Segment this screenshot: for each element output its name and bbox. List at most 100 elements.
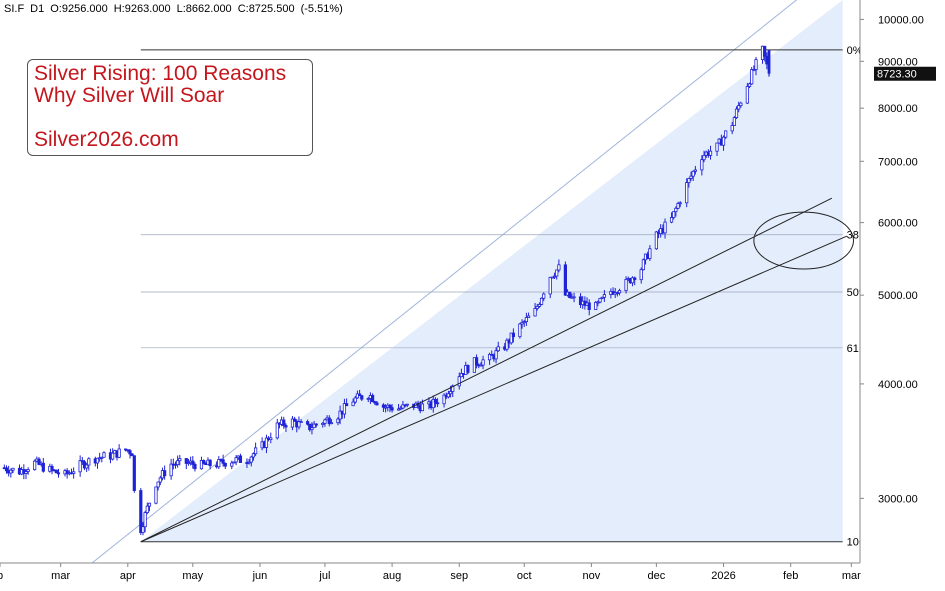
candle-body [563, 264, 567, 296]
candle-body [366, 398, 370, 400]
candle-body [102, 452, 106, 458]
candle-body [208, 459, 212, 467]
candle-body [232, 461, 236, 464]
candle-body [156, 481, 160, 488]
close-value: C:8725.500 [237, 3, 295, 15]
candle-body [678, 202, 682, 205]
candle-body [299, 421, 303, 423]
candle-body [526, 315, 531, 318]
candle-body [494, 350, 498, 360]
candle-body [587, 302, 591, 310]
candle-body [548, 276, 552, 295]
candle-body [433, 398, 438, 404]
fib-level-label: 50% [847, 287, 869, 299]
y-tick-label: 6000.00 [878, 218, 918, 230]
candle-body [539, 297, 544, 305]
candle-body [435, 402, 440, 405]
candle-body [282, 419, 286, 426]
current-price-label: 8723.30 [877, 69, 917, 81]
candle-body [555, 269, 559, 277]
candle-body [596, 301, 600, 304]
promo-site-link[interactable]: Silver2026.com [34, 128, 179, 151]
candle-body [511, 332, 516, 338]
candle-body [552, 275, 557, 278]
candle-body [130, 453, 134, 457]
candle-body [264, 437, 269, 448]
candle-body [87, 458, 91, 466]
candle-body [338, 410, 342, 420]
candle-body [448, 391, 453, 395]
candle-body [312, 423, 316, 429]
candle-body [178, 458, 182, 462]
candle-body [4, 467, 9, 472]
x-tick-label: sep [450, 570, 468, 582]
x-tick-label: nov [583, 570, 601, 582]
candle-body [518, 323, 522, 338]
trendline [140, 235, 848, 543]
candle-body [557, 264, 561, 271]
x-tick-label: apr [120, 570, 136, 582]
y-tick-label: 7000.00 [878, 156, 918, 168]
candle-body [117, 448, 121, 458]
candle-body [459, 373, 464, 378]
candle-body [128, 450, 132, 455]
candle-body [191, 460, 195, 465]
candle-body [542, 293, 546, 299]
candle-body [193, 464, 197, 470]
candle-body [431, 398, 435, 409]
candle-body [533, 308, 537, 317]
candle-body [457, 376, 461, 387]
candle-body [633, 277, 637, 281]
candle-body [669, 217, 674, 223]
promo-text-box: Silver Rising: 100 Reasons Why Silver Wi… [27, 59, 313, 156]
candle-body [297, 421, 301, 428]
candle-body [750, 69, 754, 85]
candle-body [329, 422, 334, 425]
candle-body [290, 418, 295, 428]
candle-body [674, 207, 678, 213]
x-tick-label: mar [51, 570, 70, 582]
candle-body [405, 403, 409, 406]
candle-body [745, 86, 749, 104]
candle-body [284, 425, 288, 428]
candle-body [323, 419, 327, 424]
high-value: H:9263.000 [113, 3, 171, 15]
y-tick-label: 10000.00 [878, 14, 924, 26]
candle-body [357, 393, 362, 397]
candle-body [390, 407, 394, 411]
candle-body [641, 259, 645, 271]
candle-body [321, 422, 325, 426]
fib-diagonal-line [91, 0, 798, 563]
candle-body [481, 359, 485, 366]
candle-body [186, 462, 191, 465]
candle-body [399, 407, 403, 410]
candle-body [202, 459, 206, 464]
candle-body [139, 490, 143, 533]
x-tick-label: 2026 [711, 570, 735, 582]
candle-body [41, 462, 45, 472]
candle-body [630, 277, 635, 284]
candle-body [95, 457, 100, 464]
candle-body [654, 231, 658, 250]
fib-level-label: 100% [847, 537, 875, 549]
change-value: (-5.51%) [300, 3, 343, 15]
y-tick-label: 5000.00 [878, 290, 918, 302]
candle-body [314, 423, 318, 426]
candle-body [639, 269, 643, 281]
candle-body [163, 470, 167, 477]
candle-body [65, 470, 69, 475]
candle-body [375, 402, 379, 406]
candle-body [342, 403, 347, 415]
candle-body [351, 401, 355, 407]
candle-body [537, 304, 541, 307]
open-value: O:9256.000 [50, 3, 108, 15]
candle-body [648, 248, 652, 259]
candle-body [141, 526, 145, 533]
candle-body [672, 211, 676, 218]
candle-body [466, 365, 470, 373]
candle-body [496, 346, 500, 352]
candle-body [451, 385, 455, 392]
candle-body [234, 457, 238, 463]
highlight-ellipse [753, 211, 855, 270]
candle-body [254, 447, 258, 455]
